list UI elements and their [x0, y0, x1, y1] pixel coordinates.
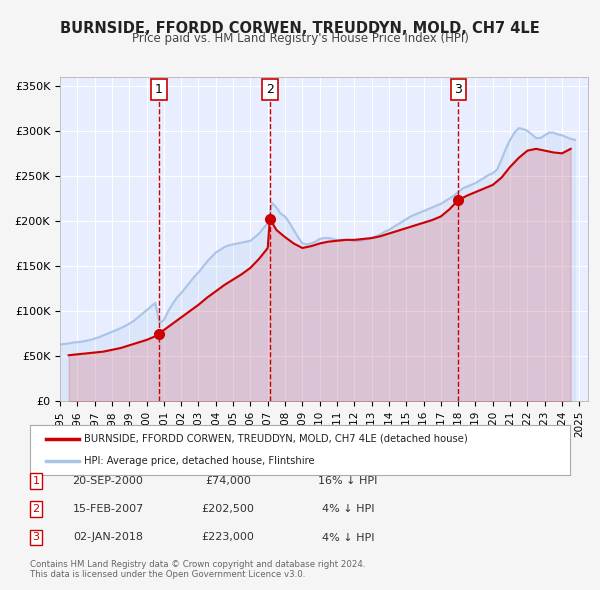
- Text: HPI: Average price, detached house, Flintshire: HPI: Average price, detached house, Flin…: [84, 456, 314, 466]
- Text: 3: 3: [32, 533, 40, 542]
- Text: 15-FEB-2007: 15-FEB-2007: [73, 504, 143, 514]
- Text: £202,500: £202,500: [202, 504, 254, 514]
- Text: BURNSIDE, FFORDD CORWEN, TREUDDYN, MOLD, CH7 4LE (detached house): BURNSIDE, FFORDD CORWEN, TREUDDYN, MOLD,…: [84, 434, 468, 444]
- Text: 20-SEP-2000: 20-SEP-2000: [73, 476, 143, 486]
- Text: 02-JAN-2018: 02-JAN-2018: [73, 533, 143, 542]
- Text: £223,000: £223,000: [202, 533, 254, 542]
- Text: Contains HM Land Registry data © Crown copyright and database right 2024.
This d: Contains HM Land Registry data © Crown c…: [30, 560, 365, 579]
- Text: 4% ↓ HPI: 4% ↓ HPI: [322, 533, 374, 542]
- Text: 1: 1: [155, 83, 163, 96]
- Text: 1: 1: [32, 476, 40, 486]
- Text: Price paid vs. HM Land Registry's House Price Index (HPI): Price paid vs. HM Land Registry's House …: [131, 32, 469, 45]
- Text: BURNSIDE, FFORDD CORWEN, TREUDDYN, MOLD, CH7 4LE: BURNSIDE, FFORDD CORWEN, TREUDDYN, MOLD,…: [60, 21, 540, 35]
- Text: 2: 2: [266, 83, 274, 96]
- Text: 3: 3: [454, 83, 462, 96]
- Text: 4% ↓ HPI: 4% ↓ HPI: [322, 504, 374, 514]
- Text: 2: 2: [32, 504, 40, 514]
- Text: £74,000: £74,000: [205, 476, 251, 486]
- Text: 16% ↓ HPI: 16% ↓ HPI: [319, 476, 377, 486]
